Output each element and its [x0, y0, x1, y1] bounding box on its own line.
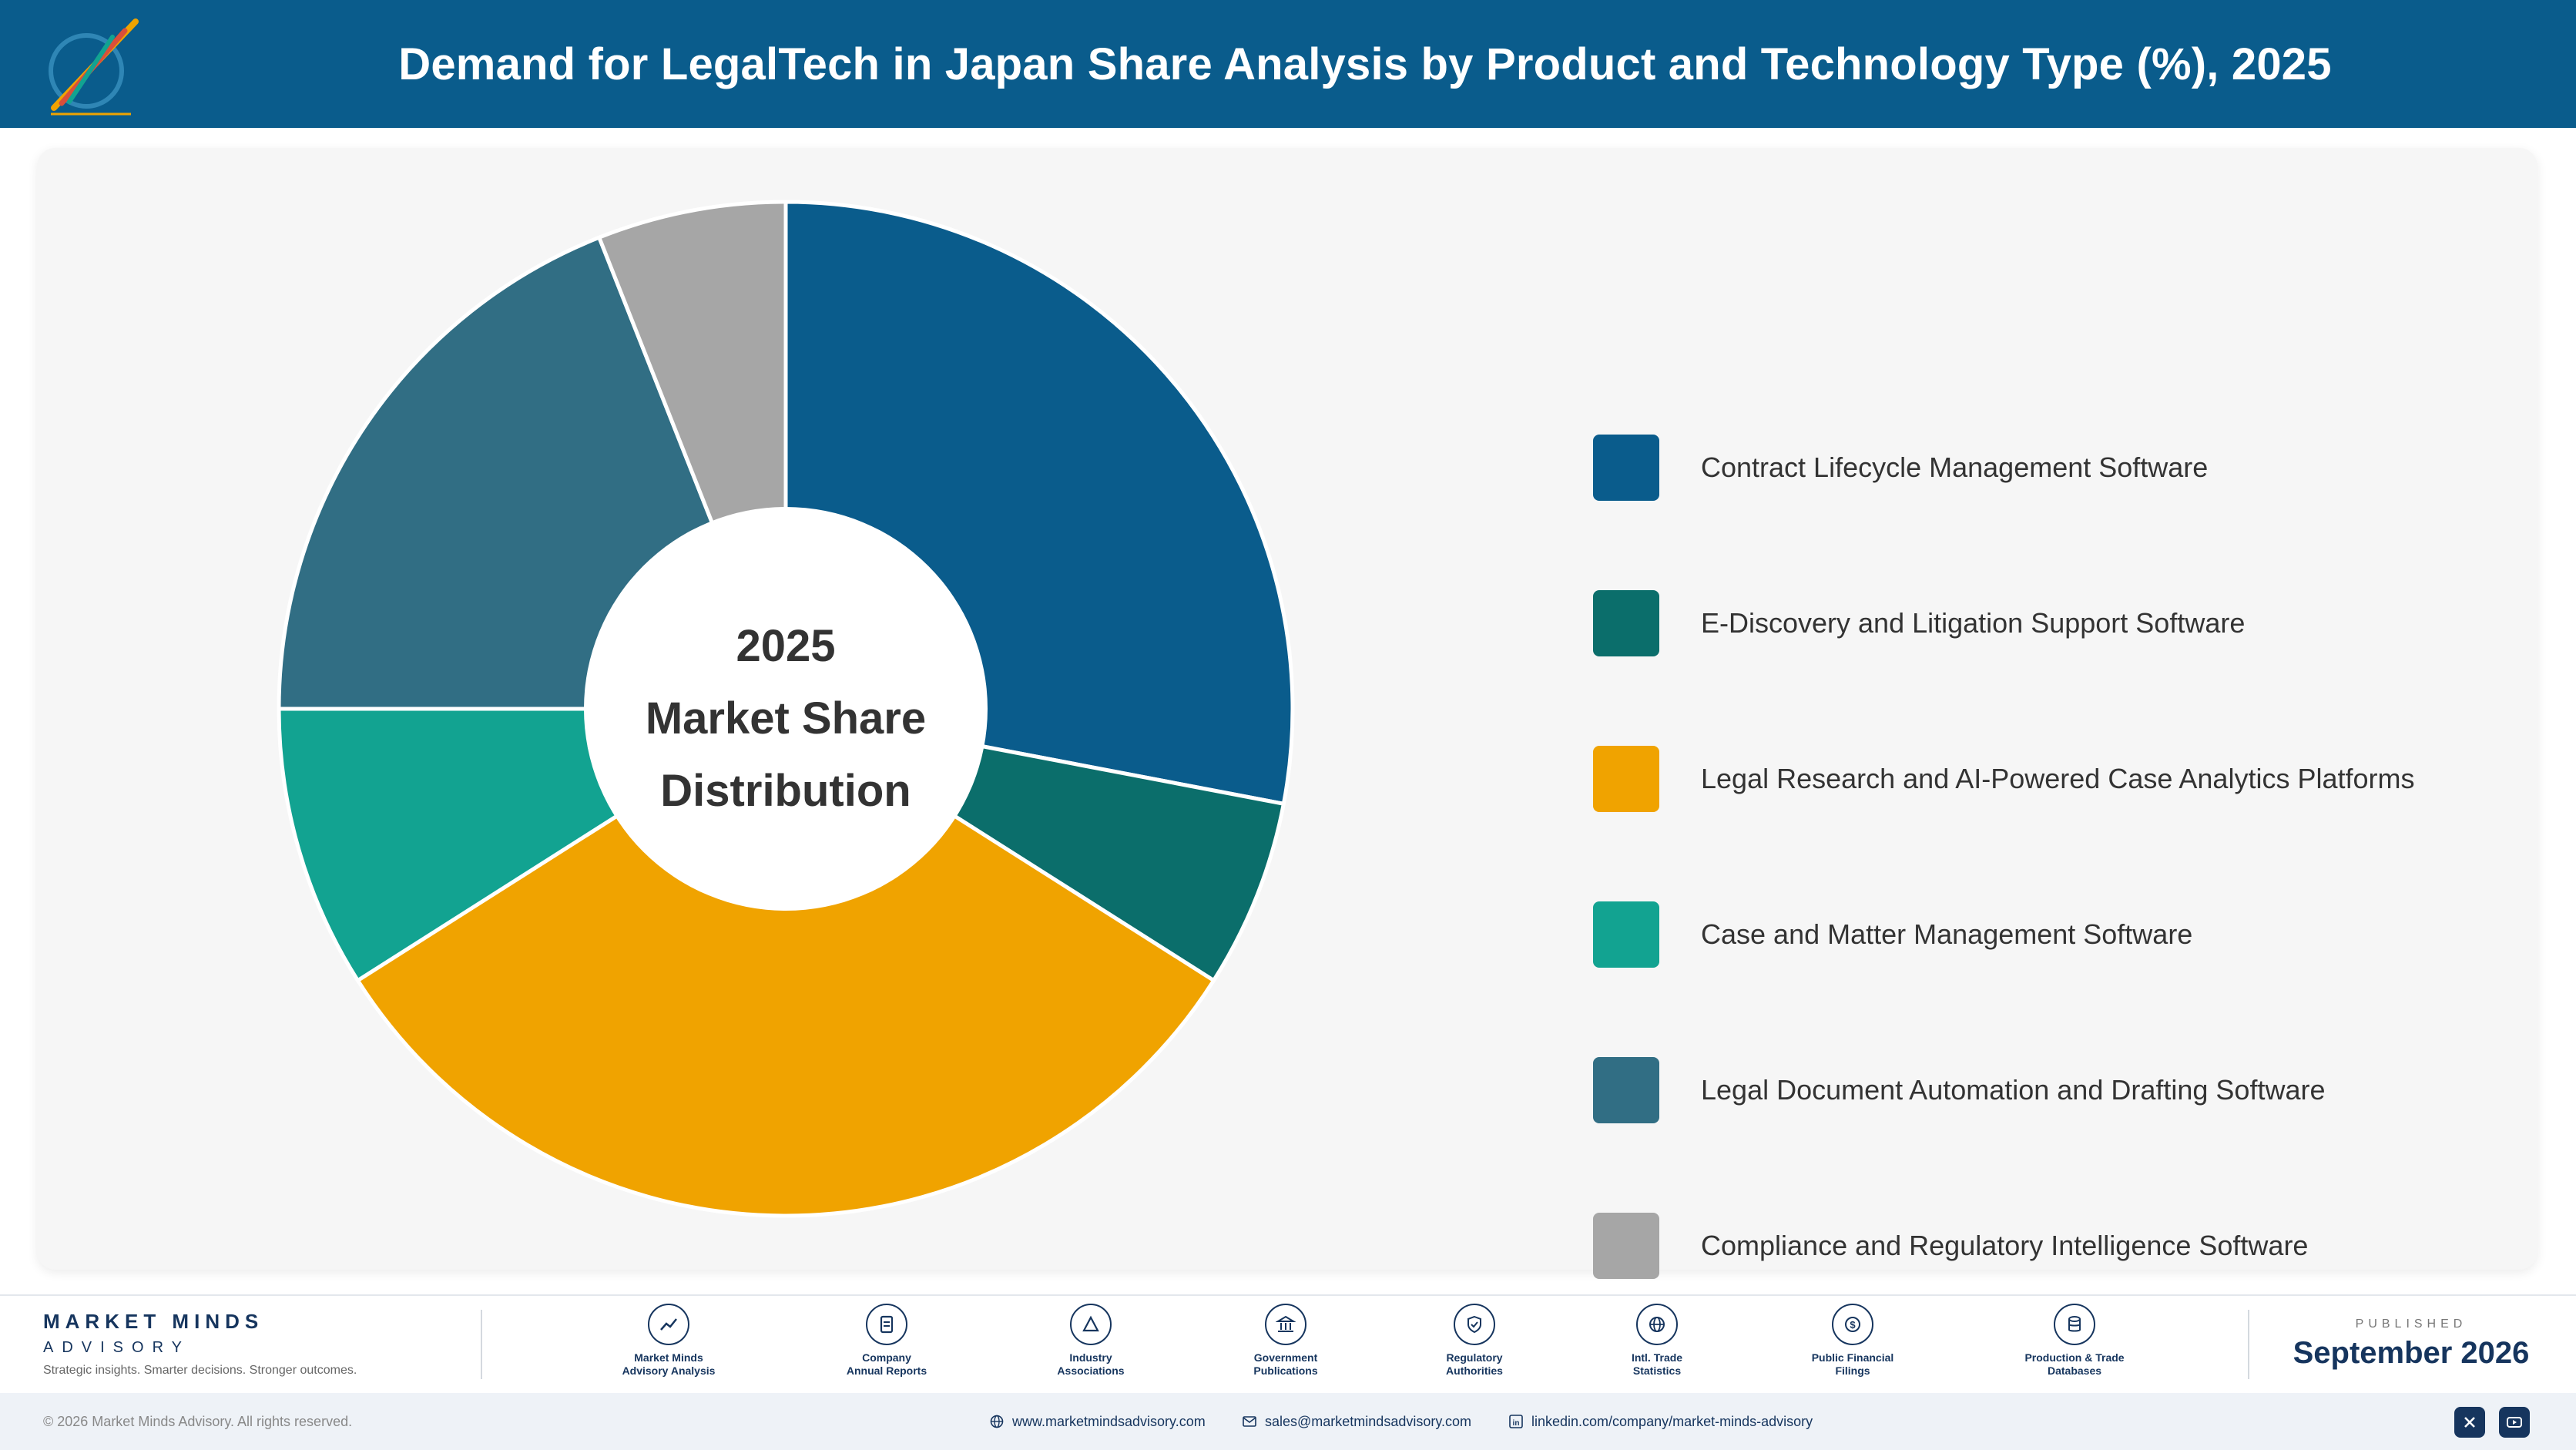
brand-tagline: Strategic insights. Smarter decisions. S… [43, 1364, 357, 1377]
published-label: PUBLISHED [2355, 1317, 2467, 1331]
document-icon [866, 1304, 907, 1345]
legend-swatch [1593, 901, 1659, 968]
legend-swatch [1593, 435, 1659, 501]
footer-sources-bar: MARKET MINDS ADVISORY Strategic insights… [0, 1294, 2576, 1393]
source-label: Industry Associations [1057, 1351, 1125, 1377]
footer-bottom-bar: © 2026 Market Minds Advisory. All rights… [0, 1393, 2576, 1450]
x-icon[interactable] [2454, 1407, 2485, 1438]
source-item: Production & Trade Databases [1997, 1304, 2152, 1378]
website-link[interactable]: www.marketmindsadvisory.com [989, 1393, 1206, 1450]
globe-icon [1636, 1304, 1678, 1345]
donut-chart: 2025 Market Share Distribution [277, 200, 1295, 1218]
legend-label: Contract Lifecycle Management Software [1701, 451, 2209, 483]
network-icon [1070, 1304, 1112, 1345]
svg-text:in: in [1513, 1419, 1520, 1428]
youtube-icon[interactable] [2499, 1407, 2530, 1438]
source-label: Public Financial Filings [1811, 1351, 1894, 1377]
published-date: September 2026 [2293, 1336, 2530, 1370]
legend-swatch [1593, 590, 1659, 656]
source-item: Industry Associations [1014, 1304, 1168, 1378]
legend-item[interactable]: E-Discovery and Litigation Support Softw… [1593, 590, 2517, 658]
legend-label: Case and Matter Management Software [1701, 918, 2193, 950]
linkedin-icon: in [1509, 1415, 1523, 1428]
source-label: Market Minds Advisory Analysis [622, 1351, 716, 1377]
source-item: Intl. Trade Statistics [1580, 1304, 1734, 1378]
center-label-line3: Distribution [660, 766, 911, 816]
source-label: Regulatory Authorities [1446, 1351, 1503, 1377]
center-label-year: 2025 [736, 621, 835, 671]
linkedin-text: linkedin.com/company/market-minds-adviso… [1531, 1413, 1813, 1429]
legend-swatch [1593, 1057, 1659, 1123]
source-item: Market Minds Advisory Analysis [592, 1304, 746, 1378]
database-icon [2054, 1304, 2095, 1345]
legend-label: Legal Document Automation and Drafting S… [1701, 1074, 2326, 1106]
source-label: Intl. Trade Statistics [1631, 1351, 1683, 1377]
donut-hole [584, 507, 988, 911]
copyright: © 2026 Market Minds Advisory. All rights… [43, 1414, 353, 1429]
pencils-logo-icon [49, 18, 139, 116]
legend-swatch [1593, 746, 1659, 812]
source-item: Company Annual Reports [810, 1304, 964, 1378]
source-item: Regulatory Authorities [1397, 1304, 1551, 1378]
dollar-coin-icon: $ [1832, 1304, 1873, 1345]
linkedin-link[interactable]: in linkedin.com/company/market-minds-adv… [1508, 1393, 1813, 1450]
source-item: $ Public Financial Filings [1776, 1304, 1930, 1378]
shield-check-icon [1454, 1304, 1495, 1345]
svg-text:$: $ [1850, 1319, 1856, 1331]
legend-label: E-Discovery and Litigation Support Softw… [1701, 607, 2246, 639]
legend-swatch [1593, 1213, 1659, 1279]
brand-name: MARKET MINDS [43, 1310, 264, 1333]
source-label: Production & Trade Databases [2024, 1351, 2125, 1377]
header-bar: Demand for LegalTech in Japan Share Anal… [0, 0, 2576, 128]
source-item: Government Publications [1209, 1304, 1363, 1378]
email-text: sales@marketmindsadvisory.com [1265, 1413, 1472, 1429]
globe-icon [990, 1415, 1004, 1428]
mail-icon [1243, 1416, 1256, 1427]
source-label: Government Publications [1253, 1351, 1318, 1377]
chart-card: 2025 Market Share Distribution Contract … [37, 148, 2537, 1279]
brand-sub: ADVISORY [43, 1339, 190, 1356]
email-link[interactable]: sales@marketmindsadvisory.com [1242, 1393, 1471, 1450]
website-text: www.marketmindsadvisory.com [1012, 1413, 1206, 1429]
legend-label: Legal Research and AI-Powered Case Analy… [1701, 763, 2415, 794]
divider [481, 1310, 482, 1379]
legend-item[interactable]: Legal Research and AI-Powered Case Analy… [1593, 746, 2517, 814]
source-label: Company Annual Reports [846, 1351, 927, 1377]
center-label-line2: Market Share [646, 693, 926, 743]
legend-item[interactable]: Contract Lifecycle Management Software [1593, 435, 2517, 502]
trend-chart-icon [648, 1304, 689, 1345]
legend-item[interactable]: Legal Document Automation and Drafting S… [1593, 1057, 2517, 1125]
legend-label: Compliance and Regulatory Intelligence S… [1701, 1230, 2309, 1261]
divider [2248, 1310, 2249, 1379]
pie-slice[interactable] [354, 707, 1217, 1218]
legend-item[interactable]: Compliance and Regulatory Intelligence S… [1593, 1213, 2517, 1280]
chart-title: Demand for LegalTech in Japan Share Anal… [398, 39, 2332, 89]
legend-item[interactable]: Case and Matter Management Software [1593, 901, 2517, 969]
government-building-icon [1265, 1304, 1306, 1345]
